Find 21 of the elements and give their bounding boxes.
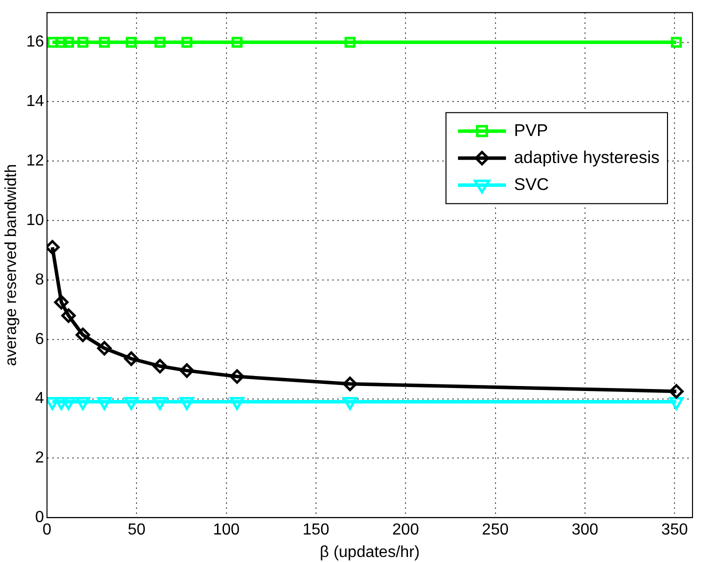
x-axis-title: β (updates/hr) [320, 544, 420, 561]
y-tick-label: 14 [26, 93, 44, 110]
x-tick-label: 350 [661, 522, 688, 539]
y-axis-title: average reserved bandwidth [3, 164, 20, 366]
x-tick-label: 100 [212, 522, 240, 539]
y-tick-label: 4 [35, 390, 44, 408]
x-tick-label: 50 [128, 522, 146, 539]
x-tick-label: 300 [572, 522, 598, 539]
legend-label: adaptive hysteresis [514, 148, 660, 167]
legend-label: PVP [514, 120, 548, 140]
x-tick-label: 200 [392, 522, 420, 539]
legend-label: SVC [514, 174, 549, 194]
y-tick-label: 8 [35, 271, 44, 288]
y-tick-label: 12 [26, 152, 44, 170]
y-tick-label: 16 [26, 34, 44, 51]
y-tick-label: 6 [35, 330, 44, 348]
x-tick-label: 150 [302, 522, 330, 539]
y-tick-label: 2 [35, 450, 44, 467]
x-tick-label: 250 [482, 522, 509, 539]
y-tick-label: 0 [35, 509, 44, 526]
y-tick-label: 10 [26, 212, 44, 229]
